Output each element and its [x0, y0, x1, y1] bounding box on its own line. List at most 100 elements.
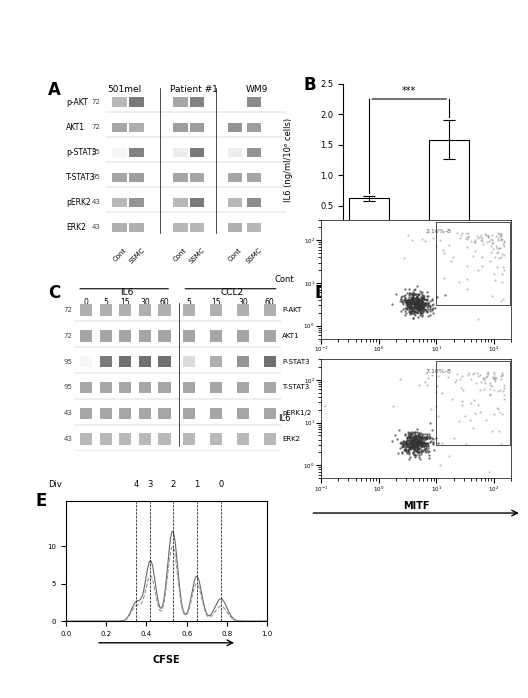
Point	[406, 303, 414, 314]
Point	[467, 373, 475, 384]
Point	[401, 297, 410, 309]
Point	[487, 246, 496, 258]
Bar	[80, 433, 92, 445]
Point	[498, 239, 507, 250]
Point	[464, 369, 472, 380]
Point	[412, 294, 420, 305]
Point	[399, 440, 408, 451]
Point	[406, 297, 414, 308]
Bar	[100, 304, 112, 315]
Point	[418, 301, 427, 312]
Point	[401, 295, 410, 306]
Point	[414, 299, 423, 310]
Point	[490, 367, 498, 378]
Point	[400, 438, 409, 450]
Point	[418, 302, 426, 313]
Point	[418, 432, 426, 443]
Point	[496, 228, 505, 239]
Point	[413, 423, 422, 434]
Bar	[263, 330, 276, 341]
Point	[413, 297, 422, 309]
Point	[409, 434, 418, 445]
Point	[411, 299, 419, 311]
Point	[408, 292, 416, 303]
Point	[403, 296, 412, 307]
Point	[418, 297, 426, 309]
Point	[417, 306, 425, 317]
Point	[426, 433, 435, 444]
Point	[419, 304, 428, 315]
Point	[414, 300, 423, 311]
Point	[402, 436, 410, 447]
Point	[408, 303, 417, 314]
Point	[407, 434, 416, 445]
Point	[418, 444, 427, 455]
Point	[488, 380, 496, 392]
Point	[458, 228, 466, 239]
Bar	[119, 330, 131, 341]
Bar	[100, 408, 112, 419]
Point	[414, 440, 422, 452]
Point	[405, 295, 413, 306]
Text: 15: 15	[211, 298, 221, 306]
Point	[411, 302, 419, 313]
Point	[408, 297, 417, 309]
Bar	[112, 172, 127, 181]
Point	[410, 295, 419, 306]
Point	[477, 251, 486, 262]
Point	[418, 433, 426, 444]
Point	[410, 430, 419, 441]
Point	[463, 260, 471, 272]
Point	[426, 301, 435, 312]
Point	[410, 288, 419, 299]
Bar	[190, 123, 204, 132]
Point	[474, 265, 482, 276]
Point	[410, 306, 418, 317]
Point	[421, 444, 429, 455]
Point	[417, 302, 425, 313]
Point	[413, 289, 422, 300]
Point	[418, 296, 427, 307]
Point	[414, 442, 422, 453]
Point	[416, 436, 425, 447]
Point	[392, 289, 401, 300]
Bar	[112, 123, 127, 132]
Point	[496, 385, 504, 396]
Point	[465, 367, 474, 378]
Point	[489, 373, 497, 384]
Point	[420, 431, 428, 443]
Point	[402, 440, 411, 451]
Point	[398, 438, 406, 450]
Point	[410, 434, 418, 445]
Point	[399, 298, 408, 309]
Point	[404, 437, 412, 448]
Point	[496, 243, 504, 254]
Point	[409, 434, 418, 445]
Point	[439, 247, 448, 258]
Point	[463, 283, 472, 295]
Point	[408, 441, 416, 452]
Point	[413, 303, 422, 314]
Point	[417, 436, 425, 447]
Point	[410, 297, 419, 309]
Point	[407, 291, 415, 302]
Point	[467, 397, 475, 408]
Point	[418, 302, 427, 313]
Bar	[228, 198, 242, 207]
Point	[453, 227, 461, 238]
Text: 1: 1	[194, 480, 200, 489]
Point	[404, 435, 413, 446]
Point	[410, 442, 418, 453]
Text: 0: 0	[84, 298, 89, 306]
Point	[417, 300, 425, 311]
Point	[490, 409, 498, 420]
Point	[418, 294, 426, 305]
Point	[463, 273, 472, 284]
Point	[486, 383, 494, 394]
Point	[408, 436, 416, 447]
Point	[418, 290, 427, 301]
Point	[411, 441, 419, 452]
Point	[489, 368, 498, 379]
Point	[412, 450, 421, 461]
Point	[408, 434, 416, 445]
